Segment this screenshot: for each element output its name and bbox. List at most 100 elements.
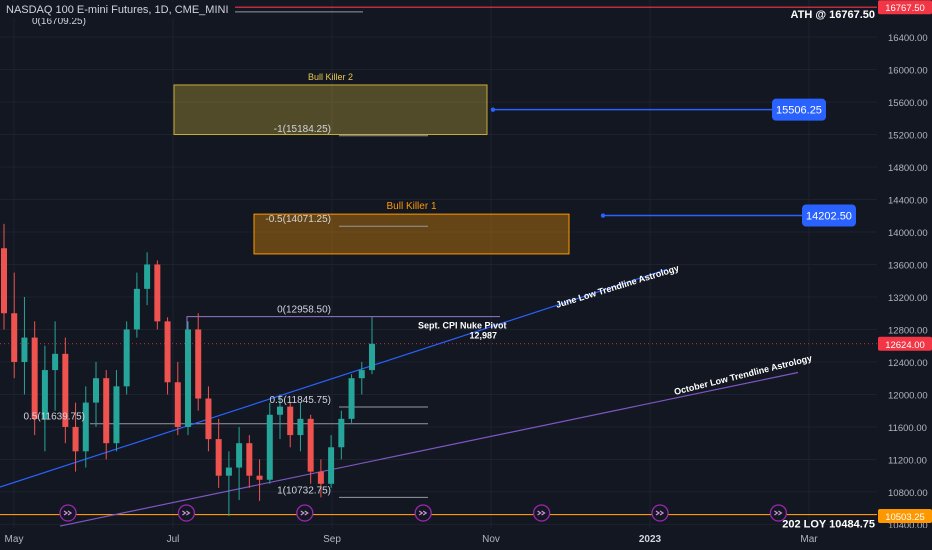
candle-body[interactable] — [1, 248, 7, 314]
grid-layer — [0, 0, 877, 528]
candle-body[interactable] — [328, 447, 335, 484]
candle-body[interactable] — [144, 264, 151, 289]
candle-body[interactable] — [93, 378, 99, 403]
candle-body[interactable] — [11, 313, 18, 362]
candle-body[interactable] — [174, 382, 181, 427]
price-badge-label: 10503.25 — [885, 512, 925, 523]
price-tick-label: 14400.00 — [888, 196, 928, 207]
price-tick-label: 14800.00 — [888, 163, 928, 174]
fib-level-label: -1(15184.25) — [274, 124, 331, 135]
pivot-value-label: 12,987 — [469, 331, 497, 341]
callout-anchor-dot — [490, 107, 496, 112]
candle-body[interactable] — [31, 337, 38, 419]
price-badge-label: 12624.00 — [885, 340, 925, 351]
candle-body[interactable] — [287, 406, 294, 436]
price-axis[interactable]: 16400.00 16000.00 15600.00 15200.00 14800.00… — [877, 0, 932, 550]
time-axis-background — [0, 528, 932, 550]
event-marker-glyph — [774, 510, 783, 516]
ath-label: ATH @ 16767.50 — [790, 9, 875, 21]
time-tick-label: Nov — [482, 534, 500, 545]
candle-body[interactable] — [154, 264, 161, 322]
candle-body[interactable] — [62, 353, 69, 427]
time-tick-label: Jul — [167, 534, 180, 545]
candle-body[interactable] — [266, 414, 273, 480]
candle-body[interactable] — [307, 418, 314, 472]
callout-badge[interactable] — [772, 98, 826, 121]
callout-anchor-dot — [600, 213, 606, 218]
price-tick-label: 12400.00 — [888, 358, 928, 369]
event-marker-glyph — [300, 510, 309, 516]
fib-level-label: -0.5(14071.25) — [265, 214, 331, 225]
candle-body[interactable] — [52, 353, 59, 371]
june-low-trendline[interactable] — [0, 268, 668, 488]
candle-body[interactable] — [185, 329, 191, 427]
time-tick-label: Sep — [323, 534, 341, 545]
symbol-title[interactable]: NASDAQ 100 E-mini Futures, 1D, CME_MINI — [0, 2, 235, 18]
callout-badge-label: 14202.50 — [806, 211, 852, 223]
candle-body[interactable] — [133, 288, 140, 330]
candle-body[interactable] — [103, 378, 110, 444]
candle-body[interactable] — [123, 329, 130, 387]
price-tick-label: 14000.00 — [888, 228, 928, 239]
candle-body[interactable] — [297, 418, 304, 436]
time-axis[interactable]: MayJulSepNov2023MarMayJulSepNov2024 — [0, 528, 932, 550]
candle-body[interactable] — [348, 378, 355, 419]
price-tick-label: 13600.00 — [888, 260, 928, 271]
candle-body[interactable] — [256, 475, 263, 480]
zone-label: Bull Killer 2 — [308, 72, 353, 82]
candle-body[interactable] — [369, 343, 375, 371]
candle-body[interactable] — [236, 443, 243, 468]
price-tick-label: 12000.00 — [888, 390, 928, 401]
time-tick-label: May — [5, 534, 24, 545]
callout-badge-label: 15506.25 — [776, 105, 822, 117]
candle-body[interactable] — [358, 370, 365, 379]
candle-body[interactable] — [225, 467, 232, 476]
candle-body[interactable] — [317, 471, 324, 484]
fib-level-label: 0(12958.50) — [277, 305, 331, 316]
candle-body[interactable] — [72, 426, 79, 452]
fib-level-label: 1(10732.75) — [277, 485, 331, 496]
candle-body[interactable] — [21, 337, 28, 362]
fib-level-label: 0.5(11845.75) — [269, 395, 331, 406]
price-axis-background — [877, 0, 932, 550]
zone-label: Bull Killer 1 — [386, 201, 436, 212]
candle-body[interactable] — [82, 402, 89, 452]
price-tick-label: 16000.00 — [888, 66, 928, 77]
price-badge — [878, 336, 932, 351]
zone-bull-killer-1[interactable] — [253, 213, 570, 255]
event-marker-glyph — [655, 510, 665, 516]
candle-body[interactable] — [338, 418, 345, 448]
price-tick-label: 11600.00 — [888, 423, 927, 434]
price-tick-label: 16400.00 — [888, 33, 928, 44]
candle-body[interactable] — [205, 398, 212, 440]
candle-body[interactable] — [164, 321, 171, 383]
price-badge — [878, 0, 932, 15]
loy-label: 202 LOY 10484.75 — [782, 519, 875, 531]
price-tick-label: 15200.00 — [888, 131, 928, 142]
october-low-trendline[interactable] — [59, 371, 799, 527]
fib-top-label: 0(16709.25) — [32, 16, 86, 27]
event-marker-glyph — [537, 510, 546, 516]
price-tick-label: 10400.00 — [888, 520, 928, 531]
zone-bull-killer-2[interactable] — [173, 84, 488, 136]
candle-body[interactable] — [246, 443, 253, 476]
candle-body[interactable] — [195, 329, 202, 399]
candle-body[interactable] — [277, 406, 283, 415]
price-badge-label: 16767.50 — [885, 3, 925, 14]
candle-body[interactable] — [41, 370, 48, 419]
event-marker-glyph — [418, 510, 428, 516]
candle-body[interactable] — [215, 439, 222, 476]
zones-layer — [173, 84, 570, 255]
callout-badge[interactable] — [802, 204, 856, 227]
candle-body[interactable] — [113, 386, 120, 444]
time-tick-label: Mar — [800, 534, 818, 545]
pivot-label: Sept. CPI Nuke Pivot — [418, 321, 507, 331]
event-marker-glyph — [182, 510, 191, 516]
price-tick-label: 10800.00 — [888, 488, 928, 499]
price-tick-label: 15600.00 — [888, 98, 928, 109]
price-tick-label: 13200.00 — [888, 293, 928, 304]
candles-layer — [1, 223, 375, 517]
